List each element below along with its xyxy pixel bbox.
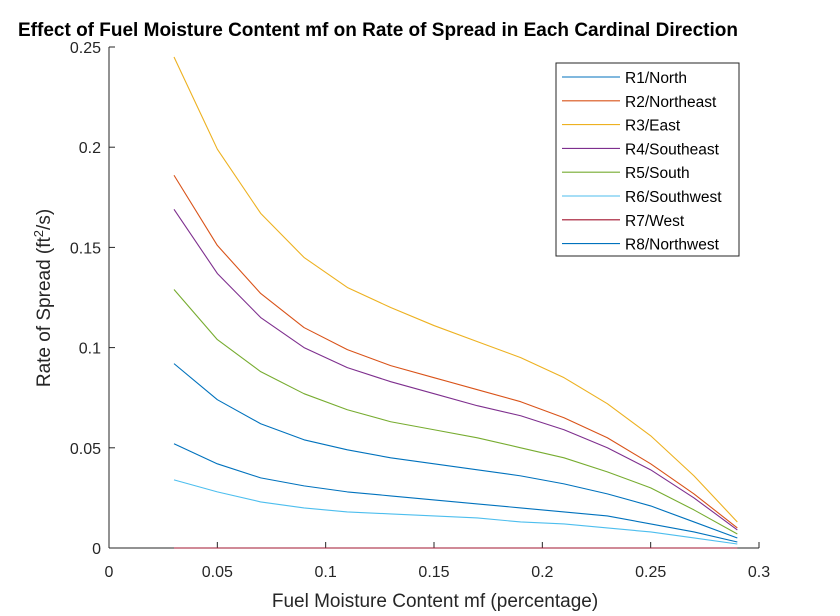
- x-tick-label: 0.1: [315, 564, 337, 581]
- series-line-r5-south: [173, 289, 738, 535]
- legend-label: R7/West: [625, 213, 685, 230]
- y-tick-label: 0.25: [70, 40, 101, 57]
- x-tick-label: 0.15: [418, 564, 449, 581]
- legend-label: R6/Southwest: [625, 189, 722, 206]
- x-axis-label: Fuel Moisture Content mf (percentage): [272, 591, 598, 612]
- legend-box: [555, 62, 740, 257]
- series-line-r1-north: [173, 363, 738, 539]
- x-tick-label: 0.05: [202, 564, 233, 581]
- y-tick-label: 0.2: [79, 140, 101, 157]
- x-tick-label: 0.25: [635, 564, 666, 581]
- y-tick-label: 0.15: [70, 240, 101, 257]
- legend-label: R5/South: [625, 165, 690, 182]
- series-line-r2-northeast: [173, 174, 738, 529]
- legend-label: R8/Northwest: [625, 237, 720, 254]
- legend-label: R1/North: [625, 70, 687, 87]
- plot-area: 0 0.05 0.1 0.15 0.2 0.25 0.3 0 0.05 0.1 0.15 0.2 0.2…: [70, 40, 770, 581]
- legend-label: R4/Southeast: [625, 141, 720, 158]
- series-line-r3-east: [173, 56, 738, 523]
- y-tick-label: 0.05: [70, 441, 101, 458]
- chart-title: Effect of Fuel Moisture Content mf on Ra…: [18, 20, 738, 41]
- y-tick-label: 0.1: [79, 341, 101, 358]
- x-tick-label: 0.3: [748, 564, 770, 581]
- x-tick-label: 0.2: [531, 564, 553, 581]
- y-axis-label: Rate of Spread (ft2/s): [31, 209, 56, 387]
- x-tick-label: 0: [105, 564, 114, 581]
- legend: R1/North R2/Northeast R3/East R4/Southeast R…: [555, 62, 740, 257]
- legend-label: R3/East: [625, 118, 681, 135]
- y-tick-label: 0: [92, 541, 101, 558]
- series-line-r4-southeast: [173, 209, 738, 531]
- series-line-r8-northwest: [173, 443, 738, 543]
- series-line-r6-southwest: [173, 479, 738, 545]
- legend-label: R2/Northeast: [625, 94, 717, 111]
